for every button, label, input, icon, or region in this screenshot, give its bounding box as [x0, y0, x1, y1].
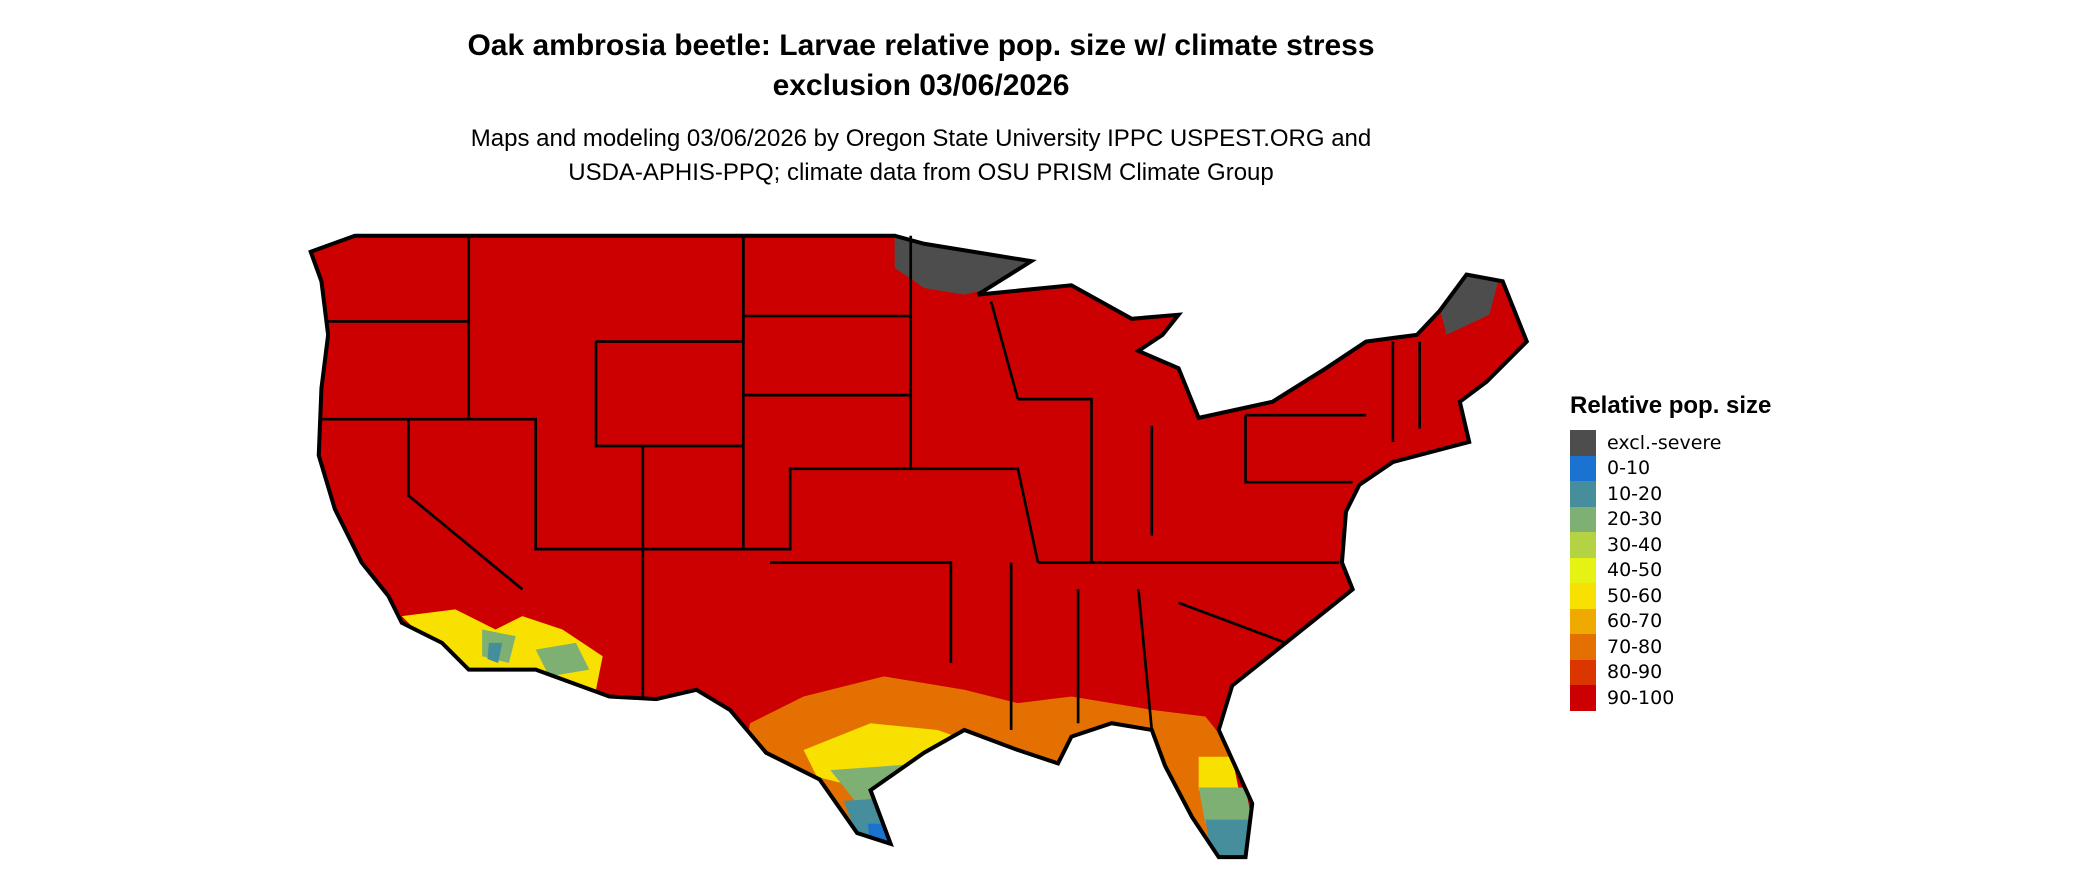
legend-label: 90-100: [1607, 686, 1675, 709]
legend-swatch: [1570, 685, 1596, 711]
legend-item: 0-10: [1570, 455, 1771, 481]
legend-label: 10-20: [1607, 482, 1663, 505]
legend: Relative pop. size excl.-severe 0-10 10-20…: [1570, 392, 1771, 711]
region-20-30-florida: [1198, 787, 1253, 824]
region-10-20-southwest: [487, 642, 503, 663]
legend-swatch: [1570, 583, 1596, 609]
legend-label: 70-80: [1607, 635, 1663, 658]
legend-swatch: [1570, 634, 1596, 660]
legend-item: 70-80: [1570, 634, 1771, 660]
subtitle-line-1: Maps and modeling 03/06/2026 by Oregon S…: [470, 125, 1372, 152]
title-line-1: Oak ambrosia beetle: Larvae relative pop…: [467, 29, 1375, 62]
legend-item: 40-50: [1570, 557, 1771, 583]
subtitle-line-2: USDA-APHIS-PPQ; climate data from OSU PR…: [568, 159, 1274, 186]
legend-item: 30-40: [1570, 532, 1771, 558]
map-title: Oak ambrosia beetle: Larvae relative pop…: [321, 26, 1521, 106]
legend-swatch: [1570, 430, 1596, 456]
legend-item: 80-90: [1570, 659, 1771, 685]
legend-label: 50-60: [1607, 584, 1663, 607]
legend-item: excl.-severe: [1570, 430, 1771, 456]
legend-label: excl.-severe: [1607, 431, 1722, 454]
legend-swatch: [1570, 659, 1596, 685]
title-line-2: exclusion 03/06/2026: [772, 69, 1070, 102]
legend-item: 60-70: [1570, 608, 1771, 634]
legend-item: 20-30: [1570, 506, 1771, 532]
region-50-60-florida: [1198, 756, 1239, 791]
legend-swatch: [1570, 557, 1596, 583]
legend-title: Relative pop. size: [1570, 392, 1772, 419]
legend-label: 20-30: [1607, 508, 1663, 531]
legend-label: 40-50: [1607, 559, 1663, 582]
legend-items: excl.-severe 0-10 10-20 20-30 30-40 40-50 50-6…: [1570, 430, 1771, 711]
map-subtitle: Maps and modeling 03/06/2026 by Oregon S…: [321, 122, 1521, 190]
state-borders: [321, 235, 1421, 731]
legend-label: 0-10: [1607, 457, 1651, 480]
region-20-30-southwest: [482, 629, 590, 677]
legend-label: 30-40: [1607, 533, 1663, 556]
legend-swatch: [1570, 608, 1596, 634]
legend-item: 50-60: [1570, 583, 1771, 609]
legend-item: 90-100: [1570, 685, 1771, 711]
legend-swatch: [1570, 481, 1596, 507]
legend-label: 80-90: [1607, 661, 1663, 684]
legend-swatch: [1570, 532, 1596, 558]
legend-swatch: [1570, 455, 1596, 481]
legend-swatch: [1570, 506, 1596, 532]
legend-label: 60-70: [1607, 610, 1663, 633]
legend-item: 10-20: [1570, 481, 1771, 507]
